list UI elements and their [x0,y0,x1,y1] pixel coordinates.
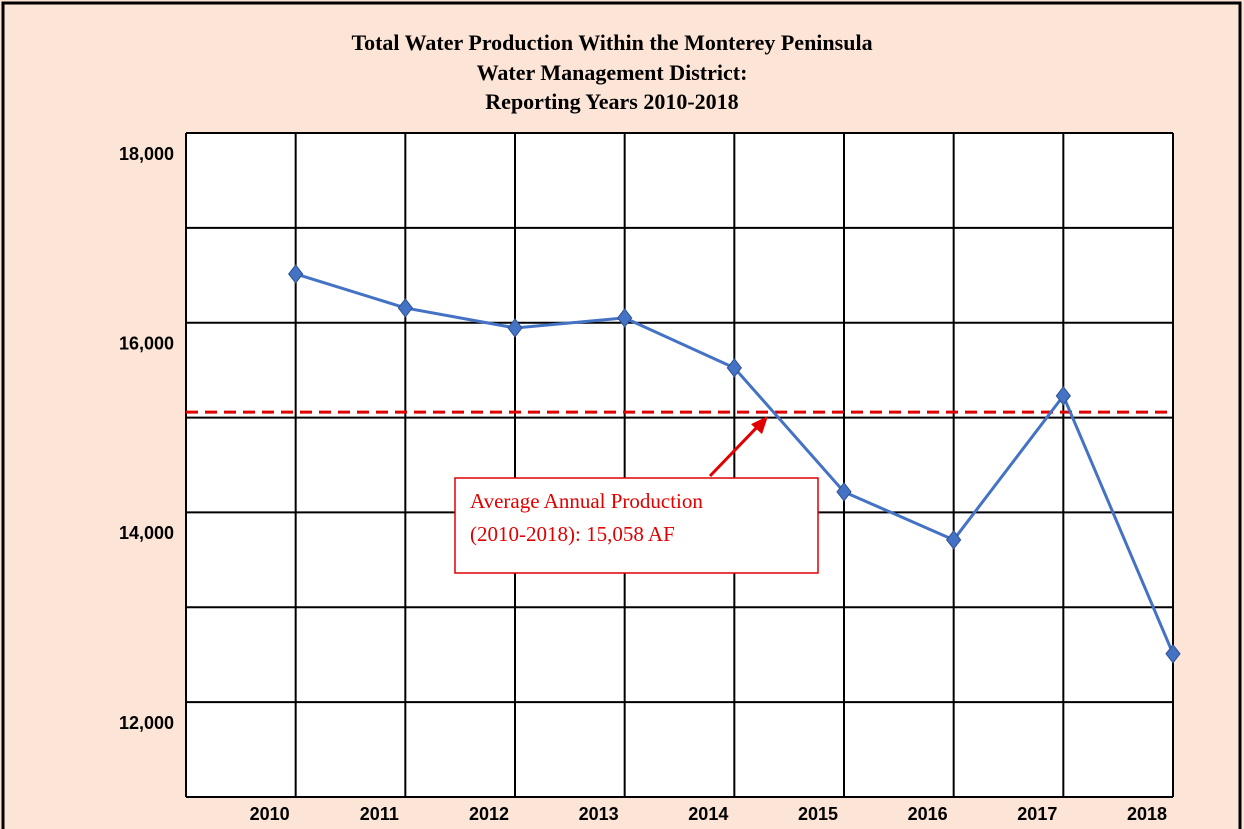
x-tick-label: 2011 [360,804,399,824]
y-tick-label: 12,000 [119,713,174,733]
data-point [1165,643,1181,664]
data-point [726,358,742,378]
chart-title: Water Management District: [477,60,748,85]
annotation-text: Average Annual Production [470,489,703,513]
annotation-arrow [708,423,762,478]
y-tick-label: 18,000 [119,144,174,164]
x-tick-label: 2018 [1127,804,1167,824]
annotation-text: (2010-2018): 15,058 AF [470,522,675,546]
x-tick-label: 2017 [1017,804,1057,824]
y-tick-label: 16,000 [119,333,174,353]
x-tick-label: 2010 [250,804,290,824]
x-tick-label: 2015 [798,804,838,824]
annotation-box [454,477,819,574]
plot-area [186,133,1173,797]
x-tick-label: 2014 [688,804,728,824]
x-tick-label: 2013 [579,804,619,824]
data-point [1055,386,1071,406]
y-tick-label: 14,000 [119,523,174,543]
chart-title: Reporting Years 2010-2018 [485,89,738,114]
x-tick-label: 2016 [908,804,948,824]
data-point [836,482,852,502]
annotation-arrowhead [751,416,768,435]
x-tick-label: 2012 [469,804,509,824]
data-point [288,264,304,284]
data-point [397,298,413,318]
chart-title: Total Water Production Within the Monter… [351,30,872,55]
data-point [946,530,962,550]
data-point [617,308,633,328]
data-point [507,318,523,338]
